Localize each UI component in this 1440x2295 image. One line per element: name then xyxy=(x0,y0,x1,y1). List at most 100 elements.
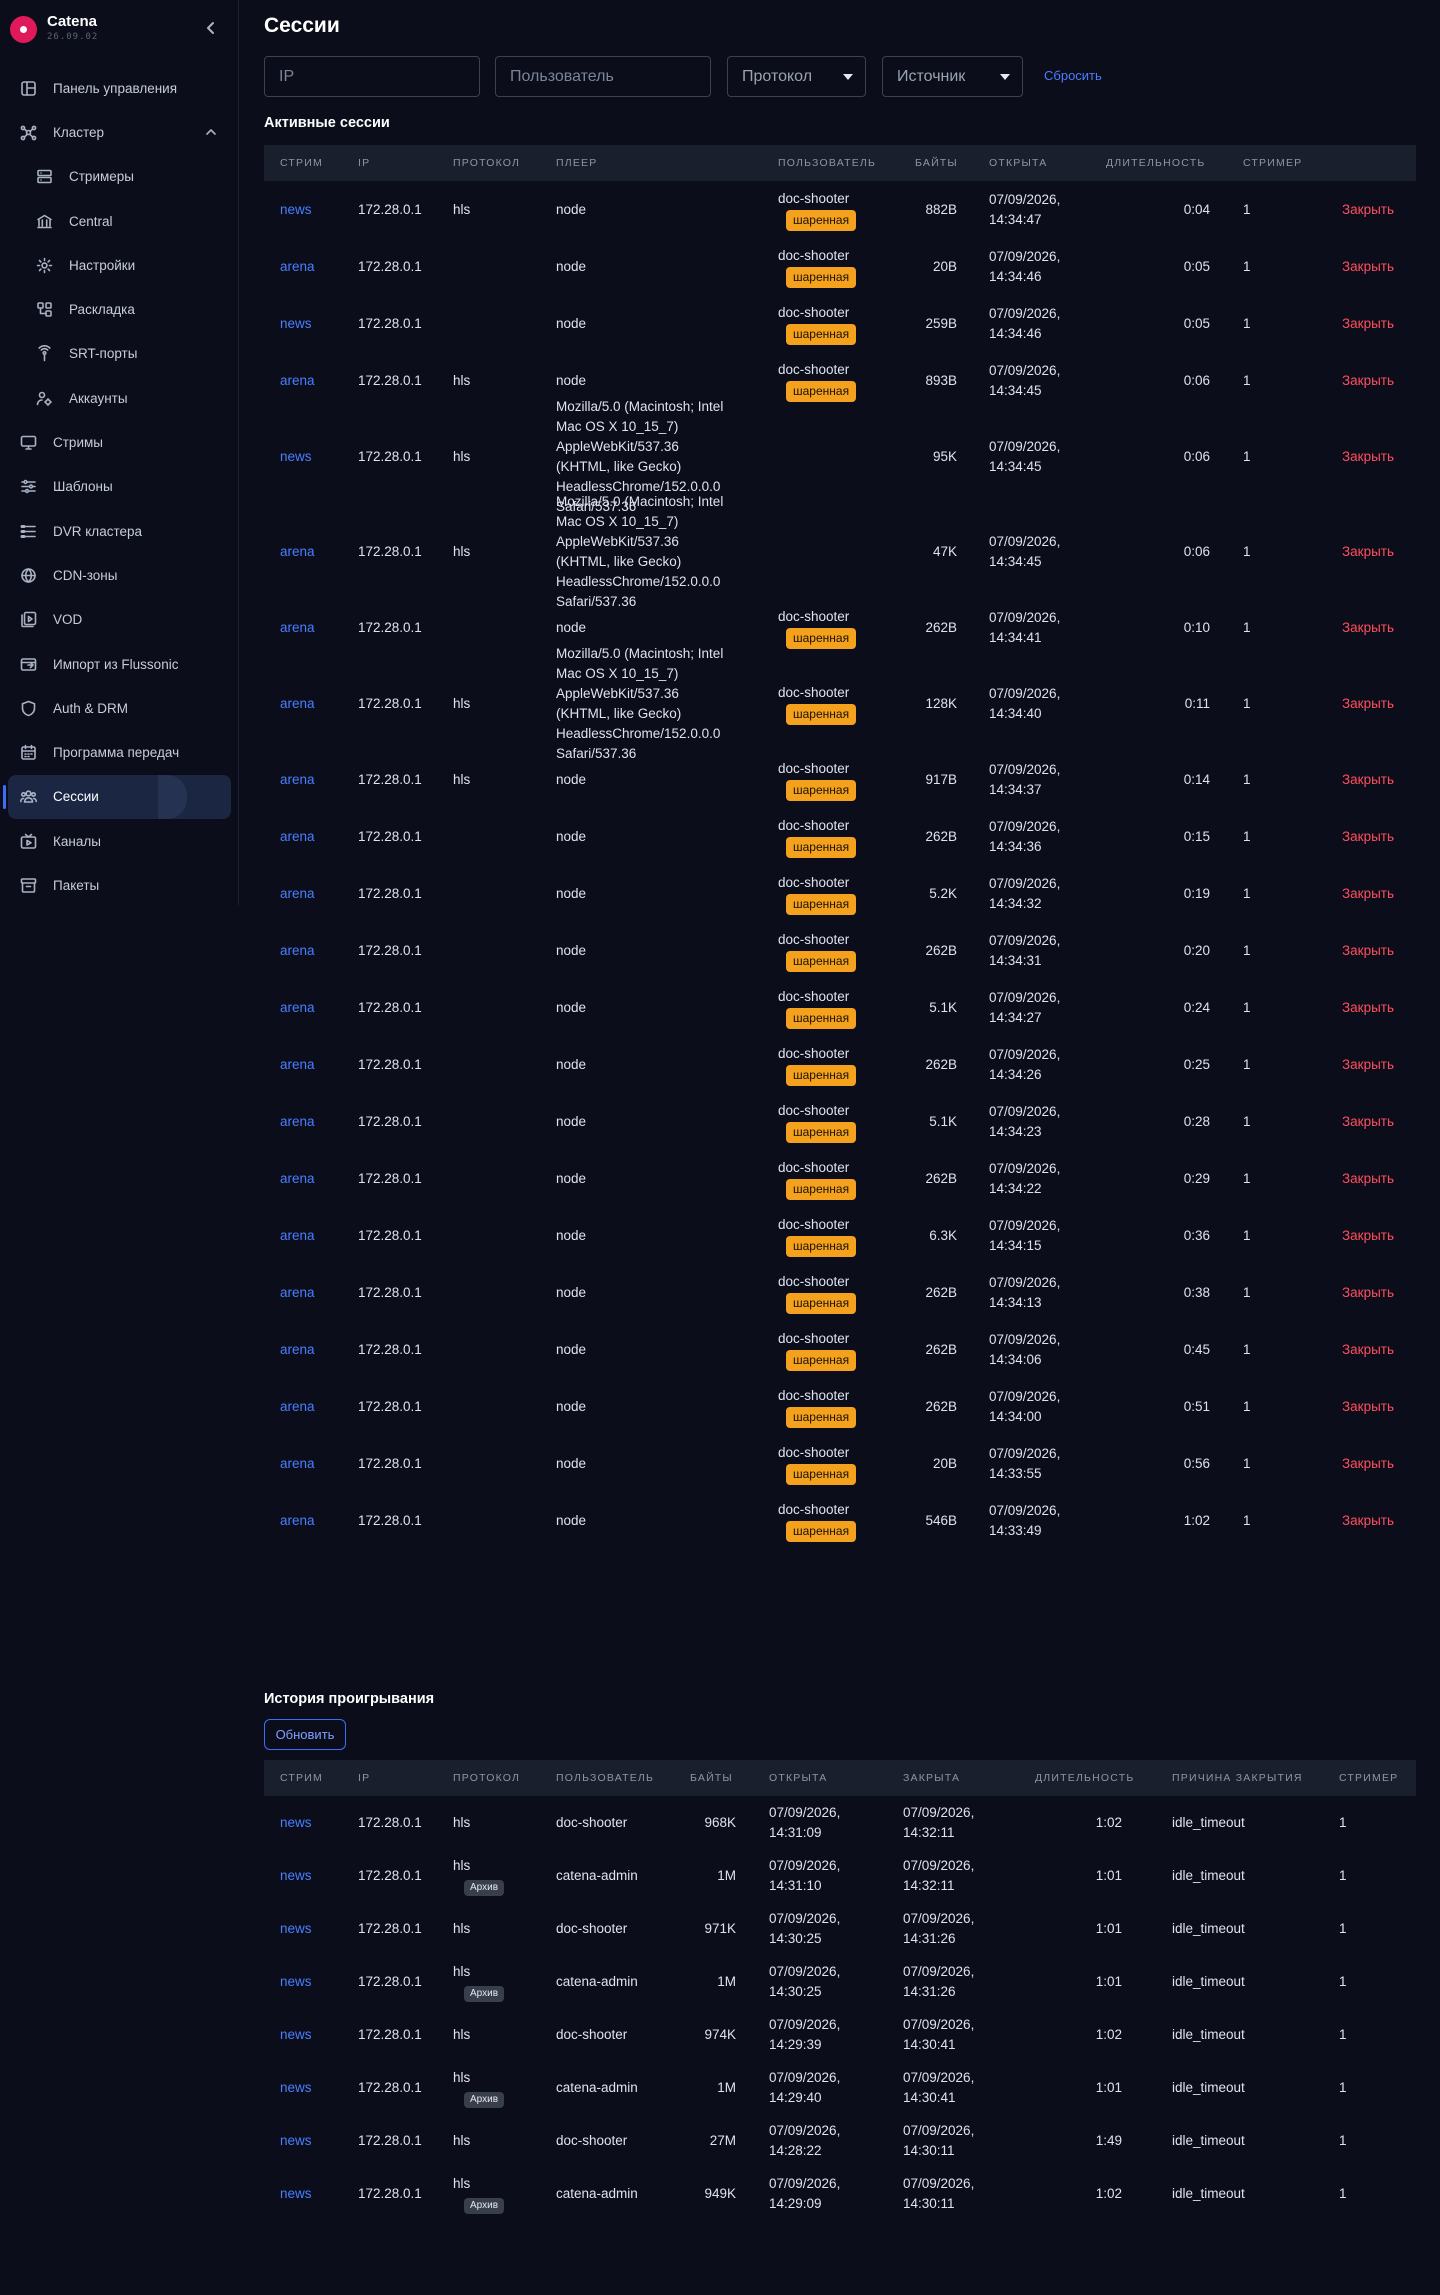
sidebar-item-15[interactable]: Программа передач xyxy=(8,730,231,774)
sidebar-item-16[interactable]: Сессии xyxy=(3,774,231,820)
sidebar-item-13[interactable]: Импорт из Flussonic xyxy=(8,642,231,686)
column-header[interactable]: Байты xyxy=(915,157,958,169)
stream-link[interactable]: arena xyxy=(280,1341,315,1357)
stream-link[interactable]: arena xyxy=(280,1455,315,1471)
stream-link[interactable]: arena xyxy=(280,771,315,787)
stream-link[interactable]: arena xyxy=(280,999,315,1015)
close-session-button[interactable]: Закрыть xyxy=(1342,543,1394,559)
protocol-select[interactable]: Протокол xyxy=(727,56,866,97)
close-session-button[interactable]: Закрыть xyxy=(1342,885,1394,901)
stream-link[interactable]: news xyxy=(280,1814,312,1830)
stream-link[interactable]: news xyxy=(280,2079,312,2095)
ip-filter-input[interactable] xyxy=(264,56,480,97)
sidebar-item-11[interactable]: CDN-зоны xyxy=(8,553,231,597)
sidebar-item-18[interactable]: Пакеты xyxy=(8,863,231,907)
stream-link[interactable]: arena xyxy=(280,619,315,635)
close-session-button[interactable]: Закрыть xyxy=(1342,999,1394,1015)
chevron-up-icon[interactable] xyxy=(205,126,217,138)
close-session-button[interactable]: Закрыть xyxy=(1342,1170,1394,1186)
column-header[interactable]: Плеер xyxy=(556,157,598,169)
stream-link[interactable]: arena xyxy=(280,1398,315,1414)
close-session-button[interactable]: Закрыть xyxy=(1342,1512,1394,1528)
close-session-button[interactable]: Закрыть xyxy=(1342,1341,1394,1357)
close-session-button[interactable]: Закрыть xyxy=(1342,372,1394,388)
stream-link[interactable]: news xyxy=(280,2132,312,2148)
stream-link[interactable]: arena xyxy=(280,1056,315,1072)
stream-link[interactable]: arena xyxy=(280,695,315,711)
close-session-button[interactable]: Закрыть xyxy=(1342,1056,1394,1072)
close-session-button[interactable]: Закрыть xyxy=(1342,942,1394,958)
column-header[interactable]: Байты xyxy=(690,1772,733,1784)
reset-filters-link[interactable]: Сбросить xyxy=(1044,68,1102,83)
column-header[interactable]: Пользователь xyxy=(778,157,877,169)
column-header[interactable]: Протокол xyxy=(453,157,521,169)
sidebar-item-10[interactable]: DVR кластера xyxy=(8,509,231,553)
close-session-button[interactable]: Закрыть xyxy=(1342,1227,1394,1243)
close-session-button[interactable]: Закрыть xyxy=(1342,828,1394,844)
column-header[interactable]: IP xyxy=(358,1772,371,1784)
column-header[interactable]: IP xyxy=(358,157,371,169)
stream-link[interactable]: arena xyxy=(280,1170,315,1186)
close-session-button[interactable]: Закрыть xyxy=(1342,771,1394,787)
stream-link[interactable]: news xyxy=(280,1867,312,1883)
sidebar-item-5[interactable]: Раскладка xyxy=(8,287,231,331)
stream-link[interactable]: news xyxy=(280,315,312,331)
close-session-button[interactable]: Закрыть xyxy=(1342,695,1394,711)
stream-link[interactable]: news xyxy=(280,1920,312,1936)
sidebar-item-17[interactable]: Каналы xyxy=(8,819,231,863)
column-header[interactable]: Открыта xyxy=(989,157,1048,169)
close-session-button[interactable]: Закрыть xyxy=(1342,1398,1394,1414)
stream-link[interactable]: arena xyxy=(280,258,315,274)
stream-link[interactable]: arena xyxy=(280,828,315,844)
collapse-sidebar-icon[interactable] xyxy=(200,17,222,39)
column-header[interactable]: Стример xyxy=(1339,1772,1399,1784)
close-session-button[interactable]: Закрыть xyxy=(1342,619,1394,635)
sidebar-item-7[interactable]: Аккаунты xyxy=(8,376,231,420)
close-session-button[interactable]: Закрыть xyxy=(1342,258,1394,274)
sidebar-item-0[interactable]: Панель управления xyxy=(8,66,231,110)
column-header[interactable]: Открыта xyxy=(769,1772,828,1784)
stream-link[interactable]: arena xyxy=(280,543,315,559)
close-session-button[interactable]: Закрыть xyxy=(1342,201,1394,217)
close-session-button[interactable]: Закрыть xyxy=(1342,315,1394,331)
sidebar-item-12[interactable]: VOD xyxy=(8,598,231,642)
column-header[interactable]: Длительность xyxy=(1106,157,1206,169)
stream-link[interactable]: news xyxy=(280,2185,312,2201)
refresh-button[interactable]: Обновить xyxy=(264,1719,346,1750)
close-session-button[interactable]: Закрыть xyxy=(1342,1284,1394,1300)
stream-link[interactable]: arena xyxy=(280,942,315,958)
stream-link[interactable]: news xyxy=(280,201,312,217)
column-header[interactable]: Пользователь xyxy=(556,1772,655,1784)
sidebar-item-14[interactable]: Auth & DRM xyxy=(8,686,231,730)
sidebar-item-3[interactable]: Central xyxy=(8,199,231,243)
column-header[interactable]: Стример xyxy=(1243,157,1303,169)
stream-link[interactable]: news xyxy=(280,2026,312,2042)
stream-link[interactable]: arena xyxy=(280,885,315,901)
sidebar-item-6[interactable]: SRT-порты xyxy=(8,332,231,376)
close-session-button[interactable]: Закрыть xyxy=(1342,448,1394,464)
stream-link[interactable]: news xyxy=(280,1973,312,1989)
stream-link[interactable]: arena xyxy=(280,372,315,388)
sidebar-item-4[interactable]: Настройки xyxy=(8,243,231,287)
column-header[interactable]: Стрим xyxy=(280,1772,323,1784)
brand[interactable]: Catena 26.09.02 xyxy=(10,12,230,46)
stream-link[interactable]: arena xyxy=(280,1284,315,1300)
column-header[interactable]: Длительность xyxy=(1035,1772,1135,1784)
stream-link[interactable]: arena xyxy=(280,1227,315,1243)
column-header[interactable]: Закрыта xyxy=(903,1772,961,1784)
stream-link[interactable]: arena xyxy=(280,1113,315,1129)
stream-link[interactable]: news xyxy=(280,448,312,464)
close-session-button[interactable]: Закрыть xyxy=(1342,1113,1394,1129)
source-select[interactable]: Источник xyxy=(882,56,1023,97)
stream-link[interactable]: arena xyxy=(280,1512,315,1528)
sidebar-item-9[interactable]: Шаблоны xyxy=(8,465,231,509)
column-header[interactable]: Причина закрытия xyxy=(1172,1772,1303,1784)
sidebar-item-1[interactable]: Кластер xyxy=(8,110,231,154)
user-filter-input[interactable] xyxy=(495,56,711,97)
close-session-button[interactable]: Закрыть xyxy=(1342,1455,1394,1471)
sidebar-item-8[interactable]: Стримы xyxy=(8,420,231,464)
sidebar-item-2[interactable]: Стримеры xyxy=(8,155,231,199)
column-header[interactable]: Протокол xyxy=(453,1772,521,1784)
column-header[interactable]: Стрим xyxy=(280,157,323,169)
player-cell: Mac OS X 10_15_7) xyxy=(556,418,679,434)
